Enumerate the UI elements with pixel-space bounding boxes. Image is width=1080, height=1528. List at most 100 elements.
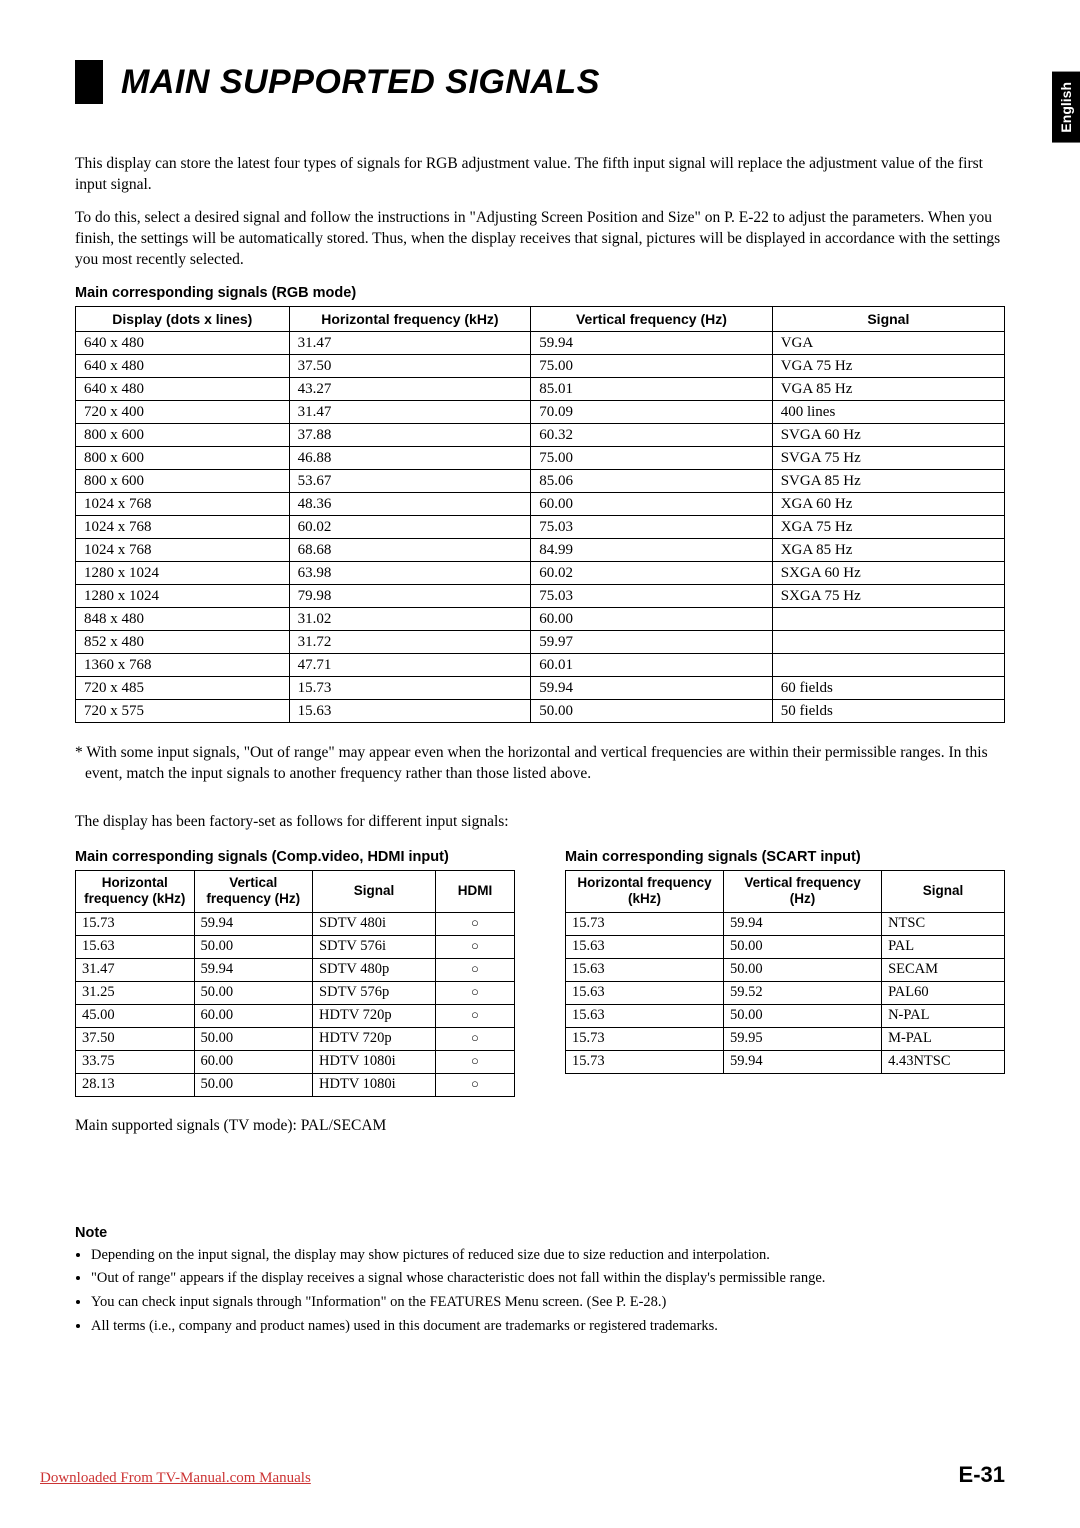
table-row: 1024 x 76860.0275.03XGA 75 Hz <box>76 516 1005 539</box>
table-cell: 45.00 <box>76 1004 195 1027</box>
table-row: 720 x 57515.6350.0050 fields <box>76 700 1005 723</box>
table-cell <box>772 654 1004 677</box>
table-row: 1280 x 102479.9875.03SXGA 75 Hz <box>76 585 1005 608</box>
table-cell: PAL <box>882 935 1005 958</box>
table-cell: SXGA 75 Hz <box>772 585 1004 608</box>
table-cell: 60.02 <box>289 516 531 539</box>
scart-signals-table: Horizontal frequency (kHz)Vertical frequ… <box>565 870 1005 1073</box>
table-cell: 720 x 575 <box>76 700 290 723</box>
table-cell: 50 fields <box>772 700 1004 723</box>
table-cell: N-PAL <box>882 1004 1005 1027</box>
table-cell: 800 x 600 <box>76 470 290 493</box>
table-cell: SECAM <box>882 958 1005 981</box>
table-cell: 50.00 <box>194 981 313 1004</box>
table-cell: 400 lines <box>772 401 1004 424</box>
table-cell: ○ <box>435 912 514 935</box>
table-cell: 59.94 <box>531 332 773 355</box>
table-cell: 31.47 <box>76 958 195 981</box>
table-cell: 85.06 <box>531 470 773 493</box>
table-header: Vertical frequency (Hz) <box>531 306 773 332</box>
table-cell: 31.47 <box>289 401 531 424</box>
table-row: 1024 x 76848.3660.00XGA 60 Hz <box>76 493 1005 516</box>
table-cell: 60 fields <box>772 677 1004 700</box>
table-cell <box>772 631 1004 654</box>
table-cell: 59.97 <box>531 631 773 654</box>
table-cell: 70.09 <box>531 401 773 424</box>
table-cell: VGA 85 Hz <box>772 378 1004 401</box>
table-cell: XGA 75 Hz <box>772 516 1004 539</box>
table-cell: 848 x 480 <box>76 608 290 631</box>
table-row: 1024 x 76868.6884.99XGA 85 Hz <box>76 539 1005 562</box>
table-cell: 60.00 <box>194 1004 313 1027</box>
page-number: E-31 <box>959 1462 1005 1488</box>
table-cell: 59.94 <box>194 912 313 935</box>
table-cell: 59.94 <box>724 912 882 935</box>
note-item: Depending on the input signal, the displ… <box>91 1245 1005 1267</box>
table-cell: ○ <box>435 1073 514 1096</box>
table-cell: 85.01 <box>531 378 773 401</box>
table-cell: 15.73 <box>289 677 531 700</box>
table-cell: 1024 x 768 <box>76 516 290 539</box>
table-row: 31.2550.00SDTV 576p○ <box>76 981 515 1004</box>
table-cell: 50.00 <box>724 1004 882 1027</box>
table-cell <box>772 608 1004 631</box>
table-row: 1280 x 102463.9860.02SXGA 60 Hz <box>76 562 1005 585</box>
table-cell: 50.00 <box>531 700 773 723</box>
table-cell: 1024 x 768 <box>76 539 290 562</box>
table-cell: 15.63 <box>566 1004 724 1027</box>
table-cell: ○ <box>435 935 514 958</box>
intro-p2: To do this, select a desired signal and … <box>75 208 1005 271</box>
table-cell: 50.00 <box>194 1027 313 1050</box>
table2-title: Main corresponding signals (Comp.video, … <box>75 849 515 865</box>
table-cell: SDTV 480p <box>313 958 436 981</box>
table-cell: NTSC <box>882 912 1005 935</box>
table-cell: 37.50 <box>76 1027 195 1050</box>
table-cell: M-PAL <box>882 1027 1005 1050</box>
note-item: "Out of range" appears if the display re… <box>91 1268 1005 1290</box>
table-cell: 59.94 <box>194 958 313 981</box>
table-cell: HDTV 1080i <box>313 1073 436 1096</box>
table-cell: 15.63 <box>566 935 724 958</box>
table-cell: 15.73 <box>76 912 195 935</box>
table-cell: 31.47 <box>289 332 531 355</box>
table-row: 28.1350.00HDTV 1080i○ <box>76 1073 515 1096</box>
table-row: 15.7359.944.43NTSC <box>566 1050 1005 1073</box>
table-cell: 4.43NTSC <box>882 1050 1005 1073</box>
table1-title: Main corresponding signals (RGB mode) <box>75 285 1005 301</box>
table3-title: Main corresponding signals (SCART input) <box>565 849 1005 865</box>
table-cell: 59.52 <box>724 981 882 1004</box>
header: MAIN SUPPORTED SIGNALS <box>75 60 1005 104</box>
table-cell: PAL60 <box>882 981 1005 1004</box>
table-row: 800 x 60053.6785.06SVGA 85 Hz <box>76 470 1005 493</box>
table-row: 15.6350.00SECAM <box>566 958 1005 981</box>
table-row: 15.6350.00PAL <box>566 935 1005 958</box>
table-header: Signal <box>313 871 436 912</box>
language-tab: English <box>1052 72 1080 143</box>
table-cell: 60.00 <box>531 493 773 516</box>
table-row: 15.7359.94SDTV 480i○ <box>76 912 515 935</box>
table-header: Signal <box>772 306 1004 332</box>
footer-link[interactable]: Downloaded From TV-Manual.com Manuals <box>40 1470 311 1487</box>
table-cell: SXGA 60 Hz <box>772 562 1004 585</box>
table-cell: 15.73 <box>566 912 724 935</box>
table-row: 720 x 40031.4770.09400 lines <box>76 401 1005 424</box>
table-row: 15.6350.00N-PAL <box>566 1004 1005 1027</box>
table-header: Signal <box>882 871 1005 912</box>
factory-note: The display has been factory-set as foll… <box>75 813 1005 831</box>
page-title: MAIN SUPPORTED SIGNALS <box>121 63 600 102</box>
table-row: 852 x 48031.7259.97 <box>76 631 1005 654</box>
table-cell: 640 x 480 <box>76 378 290 401</box>
table-cell: 75.03 <box>531 585 773 608</box>
table-cell: 53.67 <box>289 470 531 493</box>
table-row: 1360 x 76847.7160.01 <box>76 654 1005 677</box>
table-cell: 75.00 <box>531 447 773 470</box>
table-cell: 84.99 <box>531 539 773 562</box>
table-row: 31.4759.94SDTV 480p○ <box>76 958 515 981</box>
table-cell: 31.25 <box>76 981 195 1004</box>
table-cell: 50.00 <box>724 958 882 981</box>
intro-text: This display can store the latest four t… <box>75 154 1005 271</box>
table-row: 15.7359.95M-PAL <box>566 1027 1005 1050</box>
table-cell: 1280 x 1024 <box>76 585 290 608</box>
table-cell: 60.00 <box>194 1050 313 1073</box>
table-cell: ○ <box>435 1050 514 1073</box>
